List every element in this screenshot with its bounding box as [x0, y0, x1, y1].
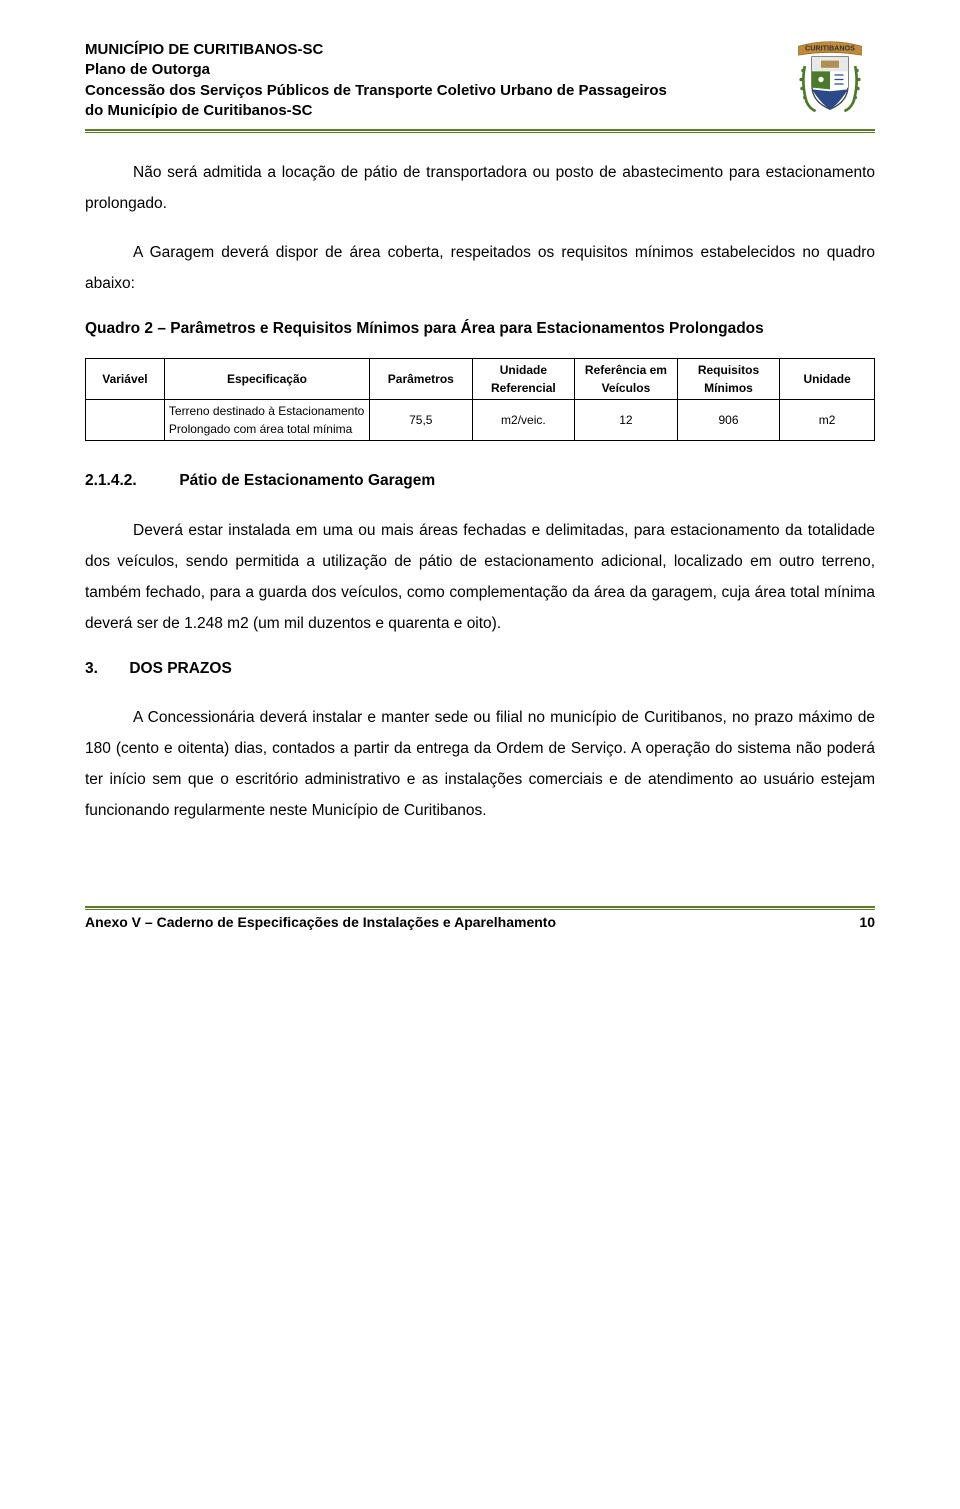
th-referencia-veic: Referência em Veículos: [575, 359, 678, 400]
header-line-3: Concessão dos Serviços Públicos de Trans…: [85, 81, 875, 101]
footer-page-number: 10: [859, 912, 875, 933]
footer-divider: [85, 906, 875, 910]
parametros-table: Variável Especificação Parâmetros Unidad…: [85, 358, 875, 441]
table-row: Terreno destinado à Estacionamento Prolo…: [86, 400, 875, 441]
section-3-title: DOS PRAZOS: [129, 660, 231, 677]
section-2142-title: Pátio de Estacionamento Garagem: [179, 472, 435, 489]
header-text-block: MUNICÍPIO DE CURITIBANOS-SC Plano de Out…: [85, 40, 875, 121]
page-header: MUNICÍPIO DE CURITIBANOS-SC Plano de Out…: [85, 40, 875, 121]
paragraph-1: Não será admitida a locação de pátio de …: [85, 157, 875, 219]
cell-parametros: 75,5: [370, 400, 473, 441]
cell-ref-veic: 12: [575, 400, 678, 441]
page-footer: Anexo V – Caderno de Especificações de I…: [85, 912, 875, 933]
table-header-row: Variável Especificação Parâmetros Unidad…: [86, 359, 875, 400]
header-line-2: Plano de Outorga: [85, 60, 875, 80]
paragraph-3: Deverá estar instalada em uma ou mais ár…: [85, 515, 875, 639]
header-line-4: do Município de Curitibanos-SC: [85, 101, 875, 121]
th-variavel: Variável: [86, 359, 165, 400]
paragraph-2: A Garagem deverá dispor de área coberta,…: [85, 237, 875, 299]
th-unidade-ref: Unidade Referencial: [472, 359, 575, 400]
th-parametros: Parâmetros: [370, 359, 473, 400]
paragraph-4: A Concessionária deverá instalar e mante…: [85, 702, 875, 826]
header-line-1: MUNICÍPIO DE CURITIBANOS-SC: [85, 40, 875, 60]
cell-req-min: 906: [677, 400, 780, 441]
th-especificacao: Especificação: [164, 359, 369, 400]
cell-unidade-ref: m2/veic.: [472, 400, 575, 441]
cell-variavel: [86, 400, 165, 441]
municipal-crest-icon: CURITIBANOS: [785, 30, 875, 120]
page-content: Não será admitida a locação de pátio de …: [85, 133, 875, 826]
cell-unidade: m2: [780, 400, 875, 441]
section-2142-num: 2.1.4.2.: [85, 469, 175, 492]
section-3-num: 3.: [85, 657, 125, 680]
footer-left: Anexo V – Caderno de Especificações de I…: [85, 912, 556, 933]
th-unidade: Unidade: [780, 359, 875, 400]
cell-especificacao: Terreno destinado à Estacionamento Prolo…: [164, 400, 369, 441]
quadro-2-title: Quadro 2 – Parâmetros e Requisitos Mínim…: [85, 317, 875, 340]
th-requisitos-min: Requisitos Mínimos: [677, 359, 780, 400]
section-2142-heading: 2.1.4.2. Pátio de Estacionamento Garagem: [85, 469, 875, 492]
section-3-heading: 3. DOS PRAZOS: [85, 657, 875, 680]
logo-banner-text: CURITIBANOS: [805, 44, 855, 53]
